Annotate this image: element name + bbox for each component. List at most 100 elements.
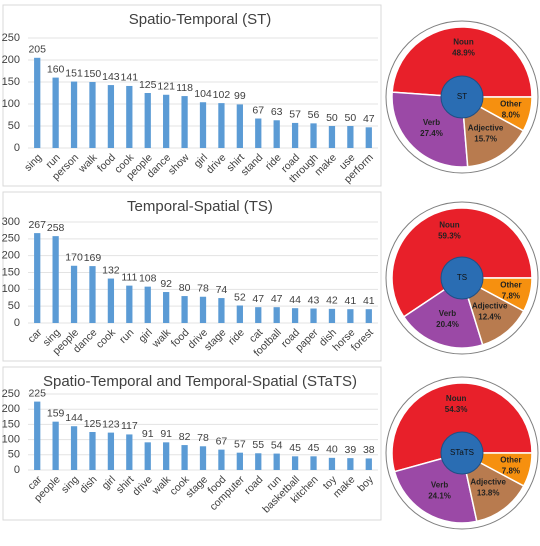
value-label: 57	[289, 109, 301, 121]
bar	[126, 434, 133, 470]
bar	[107, 278, 115, 323]
bar	[34, 401, 41, 470]
slice-label: Other	[500, 100, 521, 109]
slice-label: Noun	[446, 394, 467, 403]
bar	[52, 421, 59, 470]
x-tick-label: make	[312, 151, 339, 178]
value-label: 132	[102, 264, 120, 276]
bar	[328, 457, 336, 470]
x-tick-label: dish	[77, 473, 99, 495]
value-label: 123	[102, 418, 120, 430]
x-tick-label: stand	[239, 151, 266, 178]
chart-title: Spatio-Temporal and Temporal-Spatial (ST…	[43, 373, 357, 390]
y-tick-label: 150	[2, 76, 20, 88]
bar	[365, 127, 372, 148]
value-label: 108	[139, 272, 157, 284]
value-label: 170	[65, 252, 83, 264]
value-label: 80	[179, 282, 191, 294]
value-label: 143	[102, 71, 120, 83]
bar	[291, 122, 299, 148]
bar	[70, 81, 78, 148]
y-tick-label: 200	[2, 403, 20, 415]
value-label: 47	[252, 293, 264, 305]
x-tick-label: sing	[22, 151, 44, 173]
value-label: 125	[139, 79, 157, 91]
panel-frame	[2, 191, 382, 362]
bar	[236, 452, 243, 470]
value-label: 55	[252, 439, 264, 451]
value-label: 169	[84, 252, 102, 264]
x-tick-label: boy	[355, 473, 376, 494]
slice-label: Adjective	[470, 478, 506, 487]
value-label: 52	[234, 291, 246, 303]
center-label: TS	[457, 273, 467, 282]
y-tick-label: 150	[2, 418, 20, 430]
value-label: 125	[84, 418, 102, 430]
slice-label: Adjective	[468, 124, 504, 133]
value-label: 150	[84, 68, 102, 80]
value-label: 74	[216, 284, 228, 296]
y-tick-label: 100	[2, 434, 20, 446]
bar	[310, 123, 317, 148]
slice-label: Verb	[423, 118, 440, 127]
value-label: 63	[271, 106, 283, 118]
bar	[255, 118, 262, 148]
y-tick-label: 50	[8, 449, 20, 461]
y-tick-label: 200	[2, 54, 20, 66]
panel-frame	[2, 366, 382, 521]
pie-slice	[391, 382, 533, 473]
value-label: 56	[308, 109, 320, 121]
value-label: 78	[197, 432, 209, 444]
value-label: 118	[176, 82, 193, 94]
y-tick-label: 100	[2, 98, 20, 110]
value-label: 151	[65, 67, 83, 79]
slice-label: Noun	[439, 221, 460, 230]
value-label: 54	[271, 439, 283, 451]
bar	[310, 308, 317, 323]
value-label: 50	[345, 112, 357, 124]
bar	[34, 57, 41, 148]
bar	[70, 265, 78, 323]
slice-value: 7.8%	[502, 466, 520, 475]
value-label: 225	[28, 387, 46, 399]
slice-label: Other	[500, 455, 521, 464]
value-label: 91	[142, 428, 154, 440]
bar	[199, 102, 207, 148]
bar	[163, 442, 170, 470]
value-label: 38	[363, 444, 375, 456]
bar	[89, 266, 96, 323]
value-label: 45	[308, 442, 320, 454]
y-tick-label: 0	[14, 317, 20, 329]
pie-center	[440, 256, 484, 300]
bar	[347, 309, 354, 323]
bar	[144, 442, 151, 470]
value-label: 44	[289, 294, 301, 306]
x-tick-label: run	[117, 326, 136, 345]
slice-value: 8.0%	[502, 111, 520, 120]
bar	[291, 308, 299, 323]
slice-label: Verb	[439, 309, 456, 318]
pie-slice	[461, 95, 525, 168]
value-label: 43	[308, 294, 320, 306]
slice-value: 24.1%	[428, 491, 451, 500]
slice-value: 27.4%	[420, 129, 443, 138]
bar	[328, 308, 336, 323]
value-label: 40	[326, 444, 338, 456]
bar	[365, 458, 372, 470]
y-tick-label: 200	[2, 250, 20, 262]
slice-value: 20.4%	[436, 320, 459, 329]
y-tick-label: 250	[2, 32, 20, 44]
bar	[273, 453, 280, 470]
value-label: 67	[252, 104, 264, 116]
value-label: 205	[28, 44, 46, 56]
slice-value: 13.8%	[477, 489, 500, 498]
y-tick-label: 50	[8, 120, 20, 132]
bar	[126, 85, 133, 148]
y-tick-label: 250	[2, 388, 20, 400]
slice-value: 12.4%	[478, 313, 501, 322]
bar	[236, 305, 243, 323]
value-label: 267	[28, 219, 46, 231]
value-label: 45	[289, 442, 301, 454]
slice-value: 15.7%	[474, 135, 497, 144]
